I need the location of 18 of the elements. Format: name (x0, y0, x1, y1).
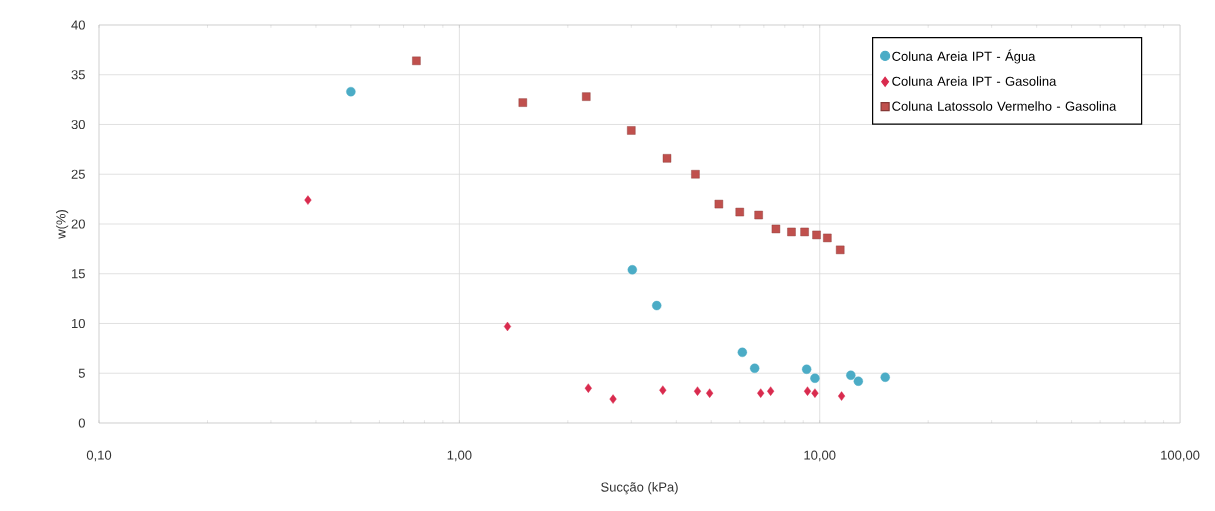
x-tick-label: 0,10 (86, 450, 112, 462)
legend-label: Coluna Areia IPT - Gasolina (892, 76, 1057, 86)
legend-label: Coluna Latossolo Vermelho - Gasolina (892, 101, 1117, 111)
y-tick-label: 35 (71, 70, 85, 80)
y-tick-label: 0 (78, 418, 85, 428)
x-axis-title: Sucção (kPa) (601, 482, 678, 495)
y-tick-label: 40 (71, 20, 85, 30)
y-tick-label: 25 (71, 169, 85, 179)
y-axis-title: w(%) (56, 209, 69, 239)
legend-label: Coluna Areia IPT - Água (892, 49, 1036, 64)
x-tick-label: 10,00 (804, 450, 836, 462)
x-tick-label: 1,00 (447, 450, 472, 462)
y-tick-label: 20 (71, 219, 85, 229)
x-tick-label: 100,00 (1161, 450, 1200, 462)
y-tick-label: 30 (71, 119, 85, 130)
y-tick-label: 15 (72, 269, 85, 279)
y-tick-label: 10 (72, 318, 85, 329)
y-tick-label: 5 (78, 368, 85, 378)
